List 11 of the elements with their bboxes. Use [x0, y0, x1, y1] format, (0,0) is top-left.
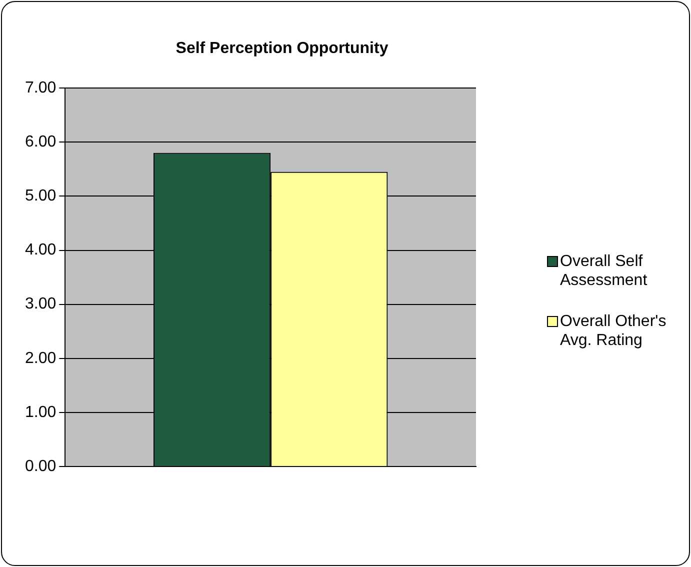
y-tick-label: 5.00: [25, 188, 56, 205]
y-tick-label: 1.00: [25, 404, 56, 421]
chart-title: Self Perception Opportunity: [174, 40, 390, 58]
y-tick-label: 3.00: [25, 296, 56, 313]
y-tick-label: 2.00: [25, 350, 56, 367]
y-tick-label: 0.00: [25, 458, 56, 476]
y-tick-label: 7.00: [25, 79, 56, 96]
y-tick-label: 6.00: [25, 133, 56, 150]
legend-label: Overall Other's Avg. Rating: [560, 312, 668, 350]
legend-label: Overall Self Assessment: [560, 252, 648, 290]
y-tick-label: 4.00: [25, 242, 56, 259]
